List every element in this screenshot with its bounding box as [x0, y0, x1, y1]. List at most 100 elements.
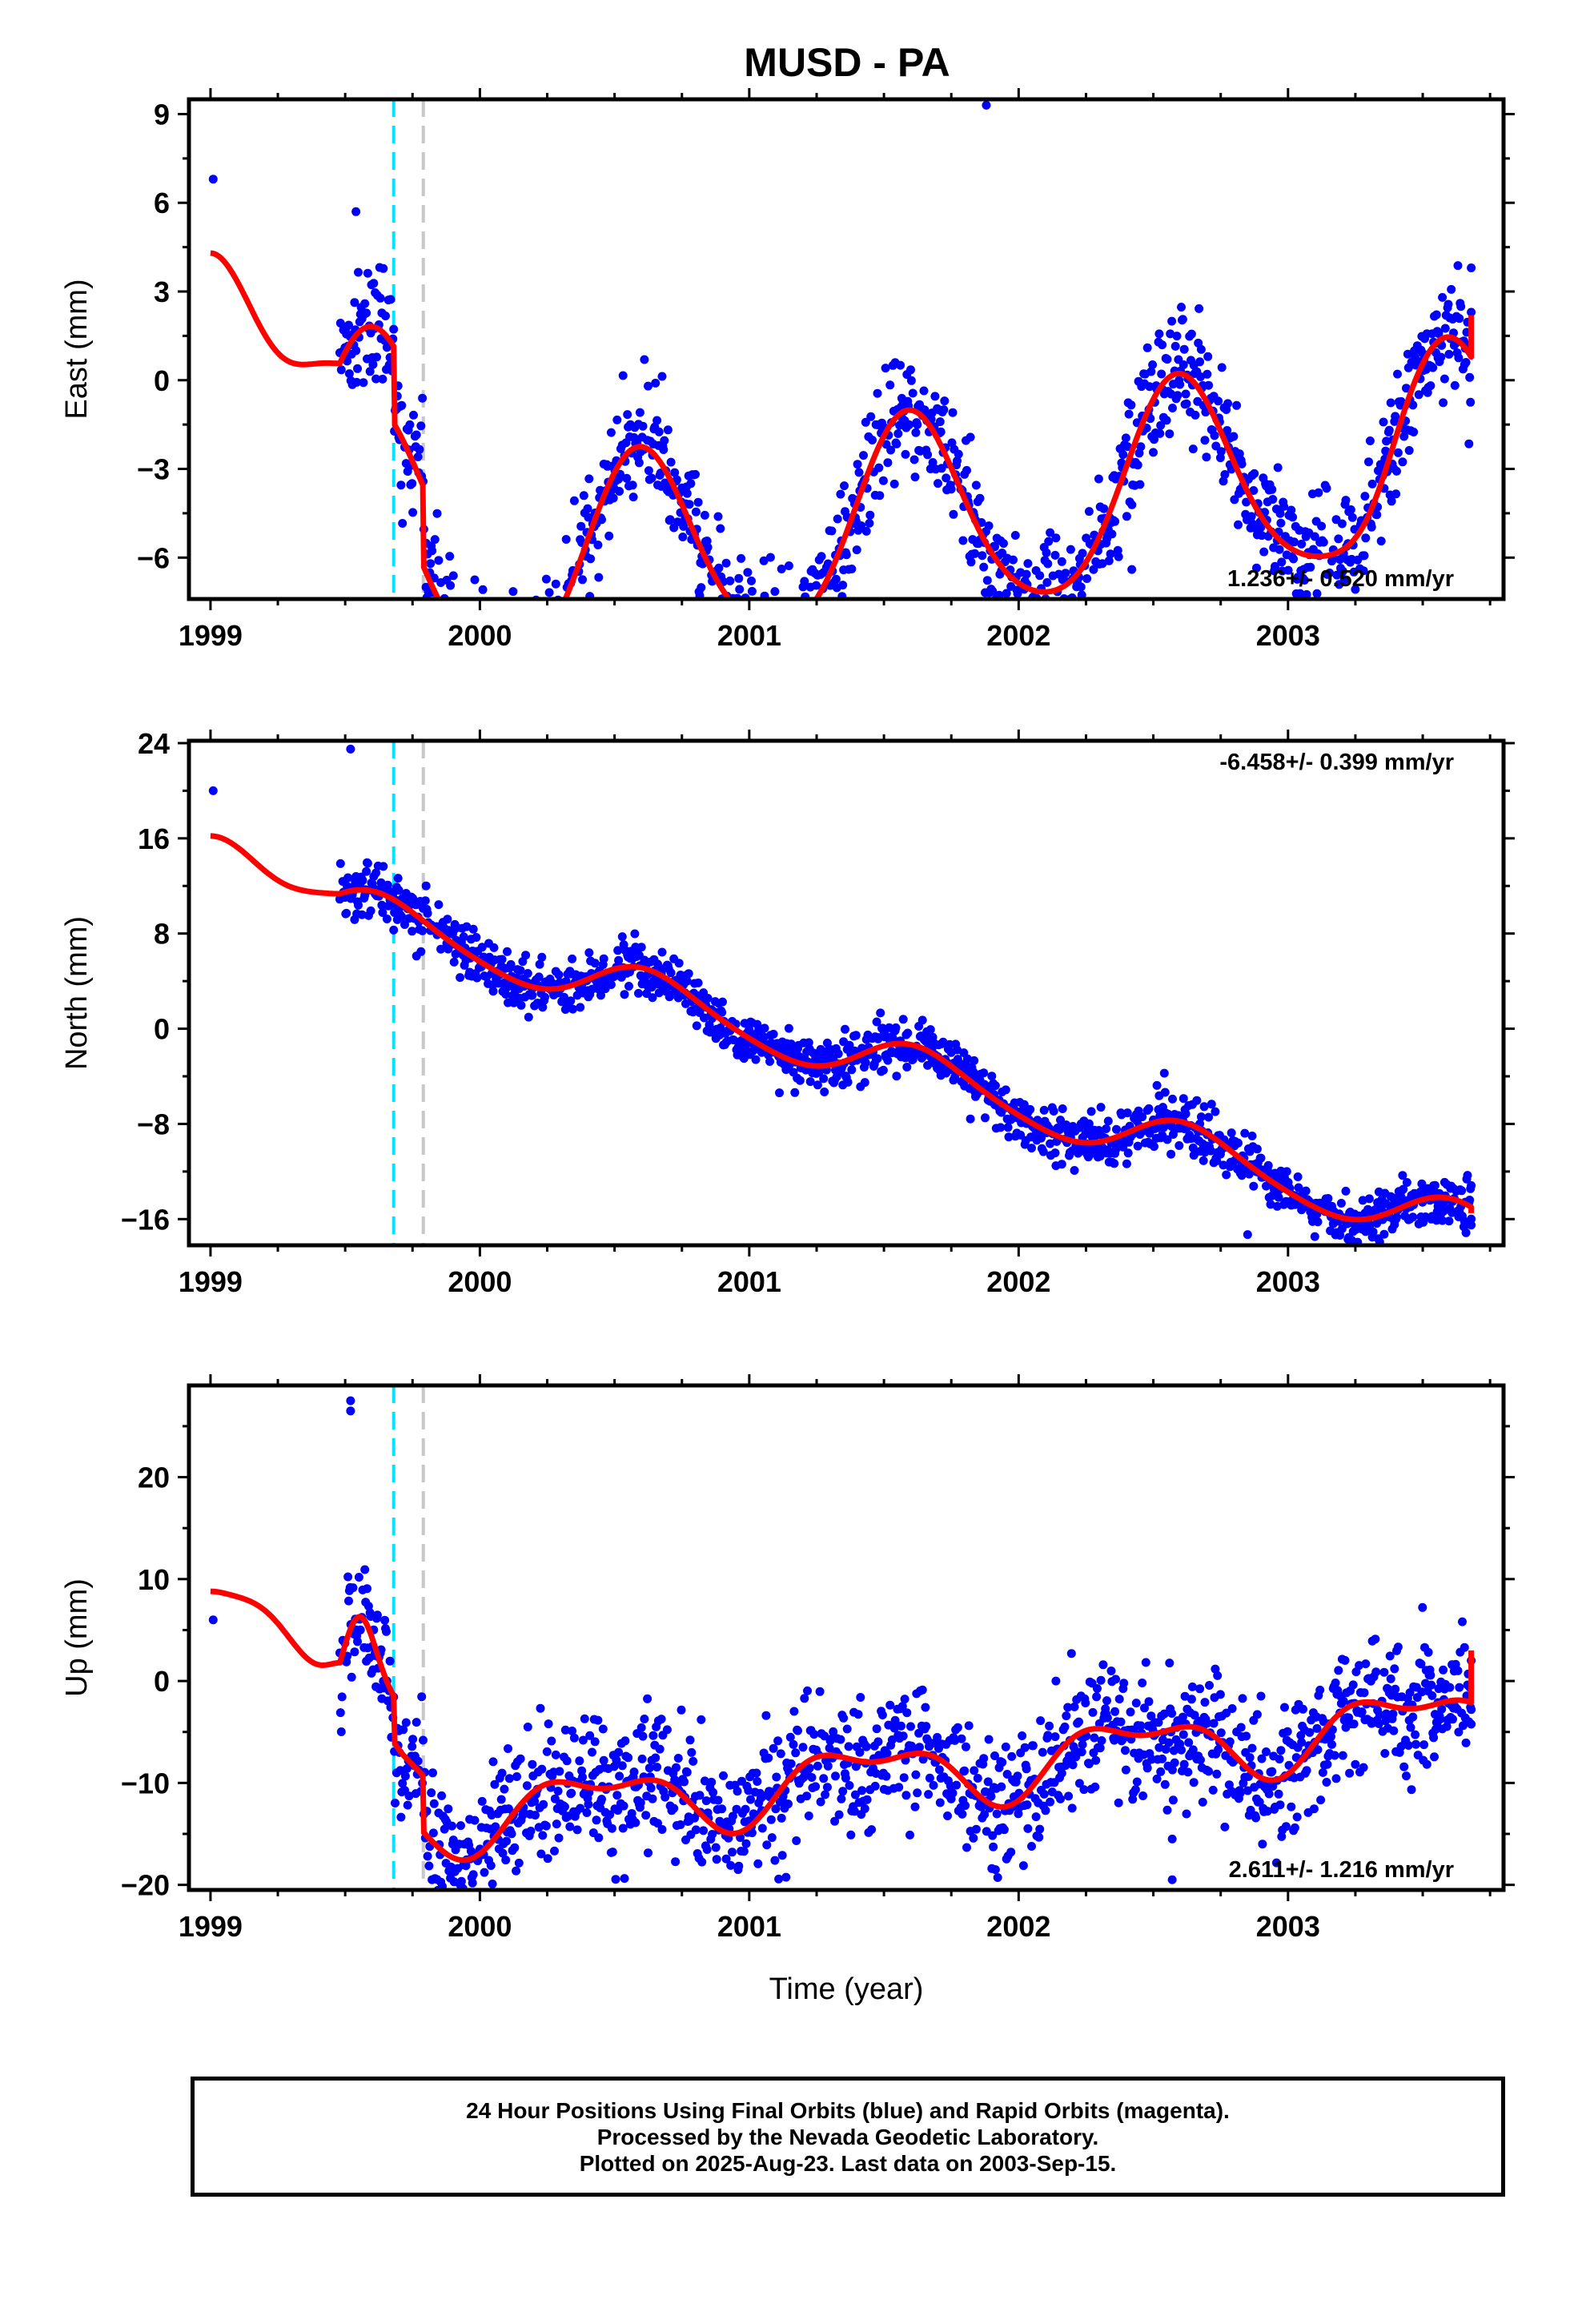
data-point [509, 705, 518, 714]
data-point [560, 639, 568, 648]
data-point [799, 606, 808, 615]
data-point [549, 637, 558, 646]
data-point [578, 575, 587, 585]
data-point [737, 553, 746, 563]
data-point [1121, 1746, 1130, 1755]
data-point [1205, 1681, 1214, 1690]
data-point [952, 1780, 962, 1790]
data-point [1190, 1711, 1199, 1720]
data-point [840, 481, 849, 491]
data-point [648, 1794, 657, 1803]
data-point [992, 1809, 1002, 1819]
data-point [1165, 429, 1174, 439]
data-point [1010, 531, 1020, 540]
plot-frame [187, 97, 1506, 601]
data-point [409, 410, 418, 420]
data-point [623, 410, 632, 420]
data-point [1259, 547, 1269, 557]
data-point [1196, 1755, 1205, 1765]
data-point [757, 1823, 767, 1833]
data-point [889, 479, 899, 489]
data-point [920, 405, 930, 415]
data-point [1096, 1103, 1106, 1112]
data-point [423, 1852, 432, 1861]
data-point [535, 645, 544, 653]
data-point [1339, 1696, 1348, 1706]
data-point [659, 445, 669, 454]
data-point [672, 475, 681, 485]
data-point [1388, 1709, 1398, 1719]
data-point [753, 1859, 763, 1868]
data-point [969, 1833, 978, 1843]
data-point [905, 420, 914, 429]
data-point [415, 444, 424, 454]
data-point [1204, 380, 1214, 390]
data-point [372, 352, 381, 362]
data-point [1435, 1715, 1445, 1724]
data-point [1445, 1683, 1455, 1692]
data-point [1358, 629, 1367, 638]
data-point [606, 428, 616, 437]
data-point [408, 508, 418, 517]
data-point [1440, 324, 1450, 333]
data-point [1152, 1080, 1162, 1090]
data-point [926, 1025, 935, 1035]
data-point [1088, 1707, 1098, 1717]
data-point [346, 1396, 355, 1405]
data-point [1273, 463, 1283, 472]
data-point [1050, 1148, 1060, 1158]
data-point [382, 343, 391, 352]
data-point [793, 1726, 802, 1735]
data-point [692, 1021, 701, 1031]
data-point [512, 1866, 521, 1876]
data-point [752, 1768, 761, 1778]
data-point [499, 704, 508, 713]
data-point [1150, 1142, 1158, 1152]
data-point [502, 1836, 512, 1846]
data-point [1049, 1107, 1058, 1116]
data-point [901, 449, 910, 459]
data-point [1200, 436, 1210, 445]
data-point [1463, 1171, 1472, 1180]
data-point [1204, 1112, 1214, 1122]
data-point [1399, 432, 1409, 441]
data-point [478, 659, 487, 668]
data-point [537, 673, 546, 682]
data-point [776, 1749, 785, 1759]
data-point [1066, 545, 1075, 554]
data-point [1426, 381, 1435, 391]
data-point [1403, 1741, 1413, 1750]
data-point [894, 1783, 904, 1792]
data-point [520, 642, 528, 651]
data-point [841, 1024, 849, 1034]
data-point [630, 929, 640, 939]
data-point [648, 993, 657, 1003]
data-point [1065, 614, 1074, 623]
data-point [1050, 601, 1059, 609]
data-point [497, 1768, 507, 1778]
data-point [773, 672, 782, 681]
data-point [607, 1823, 616, 1833]
data-point [913, 1788, 922, 1798]
data-point [691, 507, 701, 517]
data-point [1274, 1789, 1283, 1799]
data-point [665, 515, 675, 525]
data-point [957, 1734, 966, 1743]
data-point [472, 933, 481, 942]
data-point [593, 541, 603, 549]
data-point [734, 1861, 744, 1871]
data-point [802, 634, 811, 643]
data-point [520, 710, 529, 719]
data-point [1035, 571, 1045, 581]
data-point [1063, 1703, 1073, 1712]
data-point [397, 400, 407, 410]
y-axis-label: East (mm) [60, 279, 94, 419]
data-point [1132, 1777, 1142, 1787]
data-point [1427, 1691, 1437, 1700]
rate-label: -6.458+/- 0.399 mm/yr [1219, 750, 1454, 775]
data-point [350, 1647, 359, 1657]
x-tick-label: 2003 [1256, 1265, 1320, 1298]
data-point [769, 1029, 778, 1039]
data-point [739, 1847, 749, 1856]
